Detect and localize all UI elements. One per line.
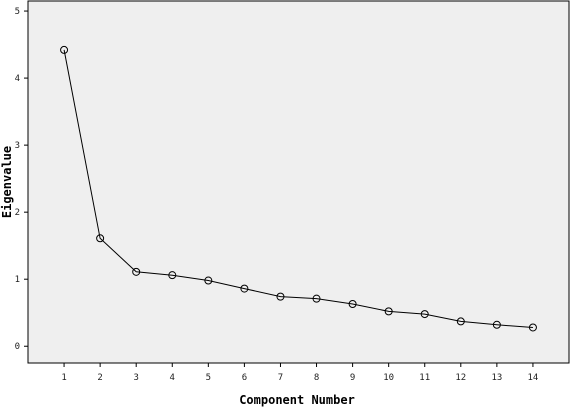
y-tick-label: 0 <box>15 342 20 352</box>
x-axis: 1 2 3 4 5 6 7 8 9 10 11 12 13 14 <box>61 363 538 383</box>
x-tick-label: 9 <box>350 373 355 383</box>
y-tick-label: 2 <box>15 208 20 218</box>
data-point <box>204 276 213 285</box>
x-tick-label: 12 <box>455 373 466 383</box>
data-point <box>276 292 285 301</box>
x-tick-label: 4 <box>170 373 175 383</box>
x-tick-label: 10 <box>383 373 394 383</box>
data-point <box>528 323 537 332</box>
data-point <box>492 320 501 329</box>
plot-area <box>27 0 570 364</box>
data-point <box>168 271 177 280</box>
x-tick-label: 8 <box>314 373 319 383</box>
x-tick-label: 3 <box>133 373 138 383</box>
data-point <box>60 45 69 54</box>
y-tick-label: 4 <box>15 74 20 84</box>
x-tick-label: 5 <box>206 373 211 383</box>
x-tick-label: 1 <box>61 373 66 383</box>
eigenvalue-line <box>63 49 533 328</box>
data-point <box>240 284 249 293</box>
data-point <box>312 294 321 303</box>
x-tick-label: 7 <box>278 373 283 383</box>
x-axis-title: Component Number <box>239 393 355 407</box>
y-tick-label: 1 <box>15 275 20 285</box>
x-tick-label: 14 <box>528 373 539 383</box>
data-point <box>96 234 105 243</box>
data-point <box>420 310 429 319</box>
data-point <box>132 267 141 276</box>
data-points <box>60 45 537 332</box>
y-tick-label: 3 <box>15 141 20 151</box>
y-axis: 0 1 2 3 4 5 <box>15 7 28 352</box>
x-tick-label: 13 <box>491 373 502 383</box>
y-axis-title: Eigenvalue <box>0 146 14 218</box>
data-point <box>384 307 393 316</box>
y-tick-label: 5 <box>15 7 20 17</box>
x-tick-label: 11 <box>419 373 430 383</box>
x-tick-label: 6 <box>242 373 247 383</box>
data-point <box>456 317 465 326</box>
data-point <box>348 300 357 309</box>
x-tick-label: 2 <box>97 373 102 383</box>
